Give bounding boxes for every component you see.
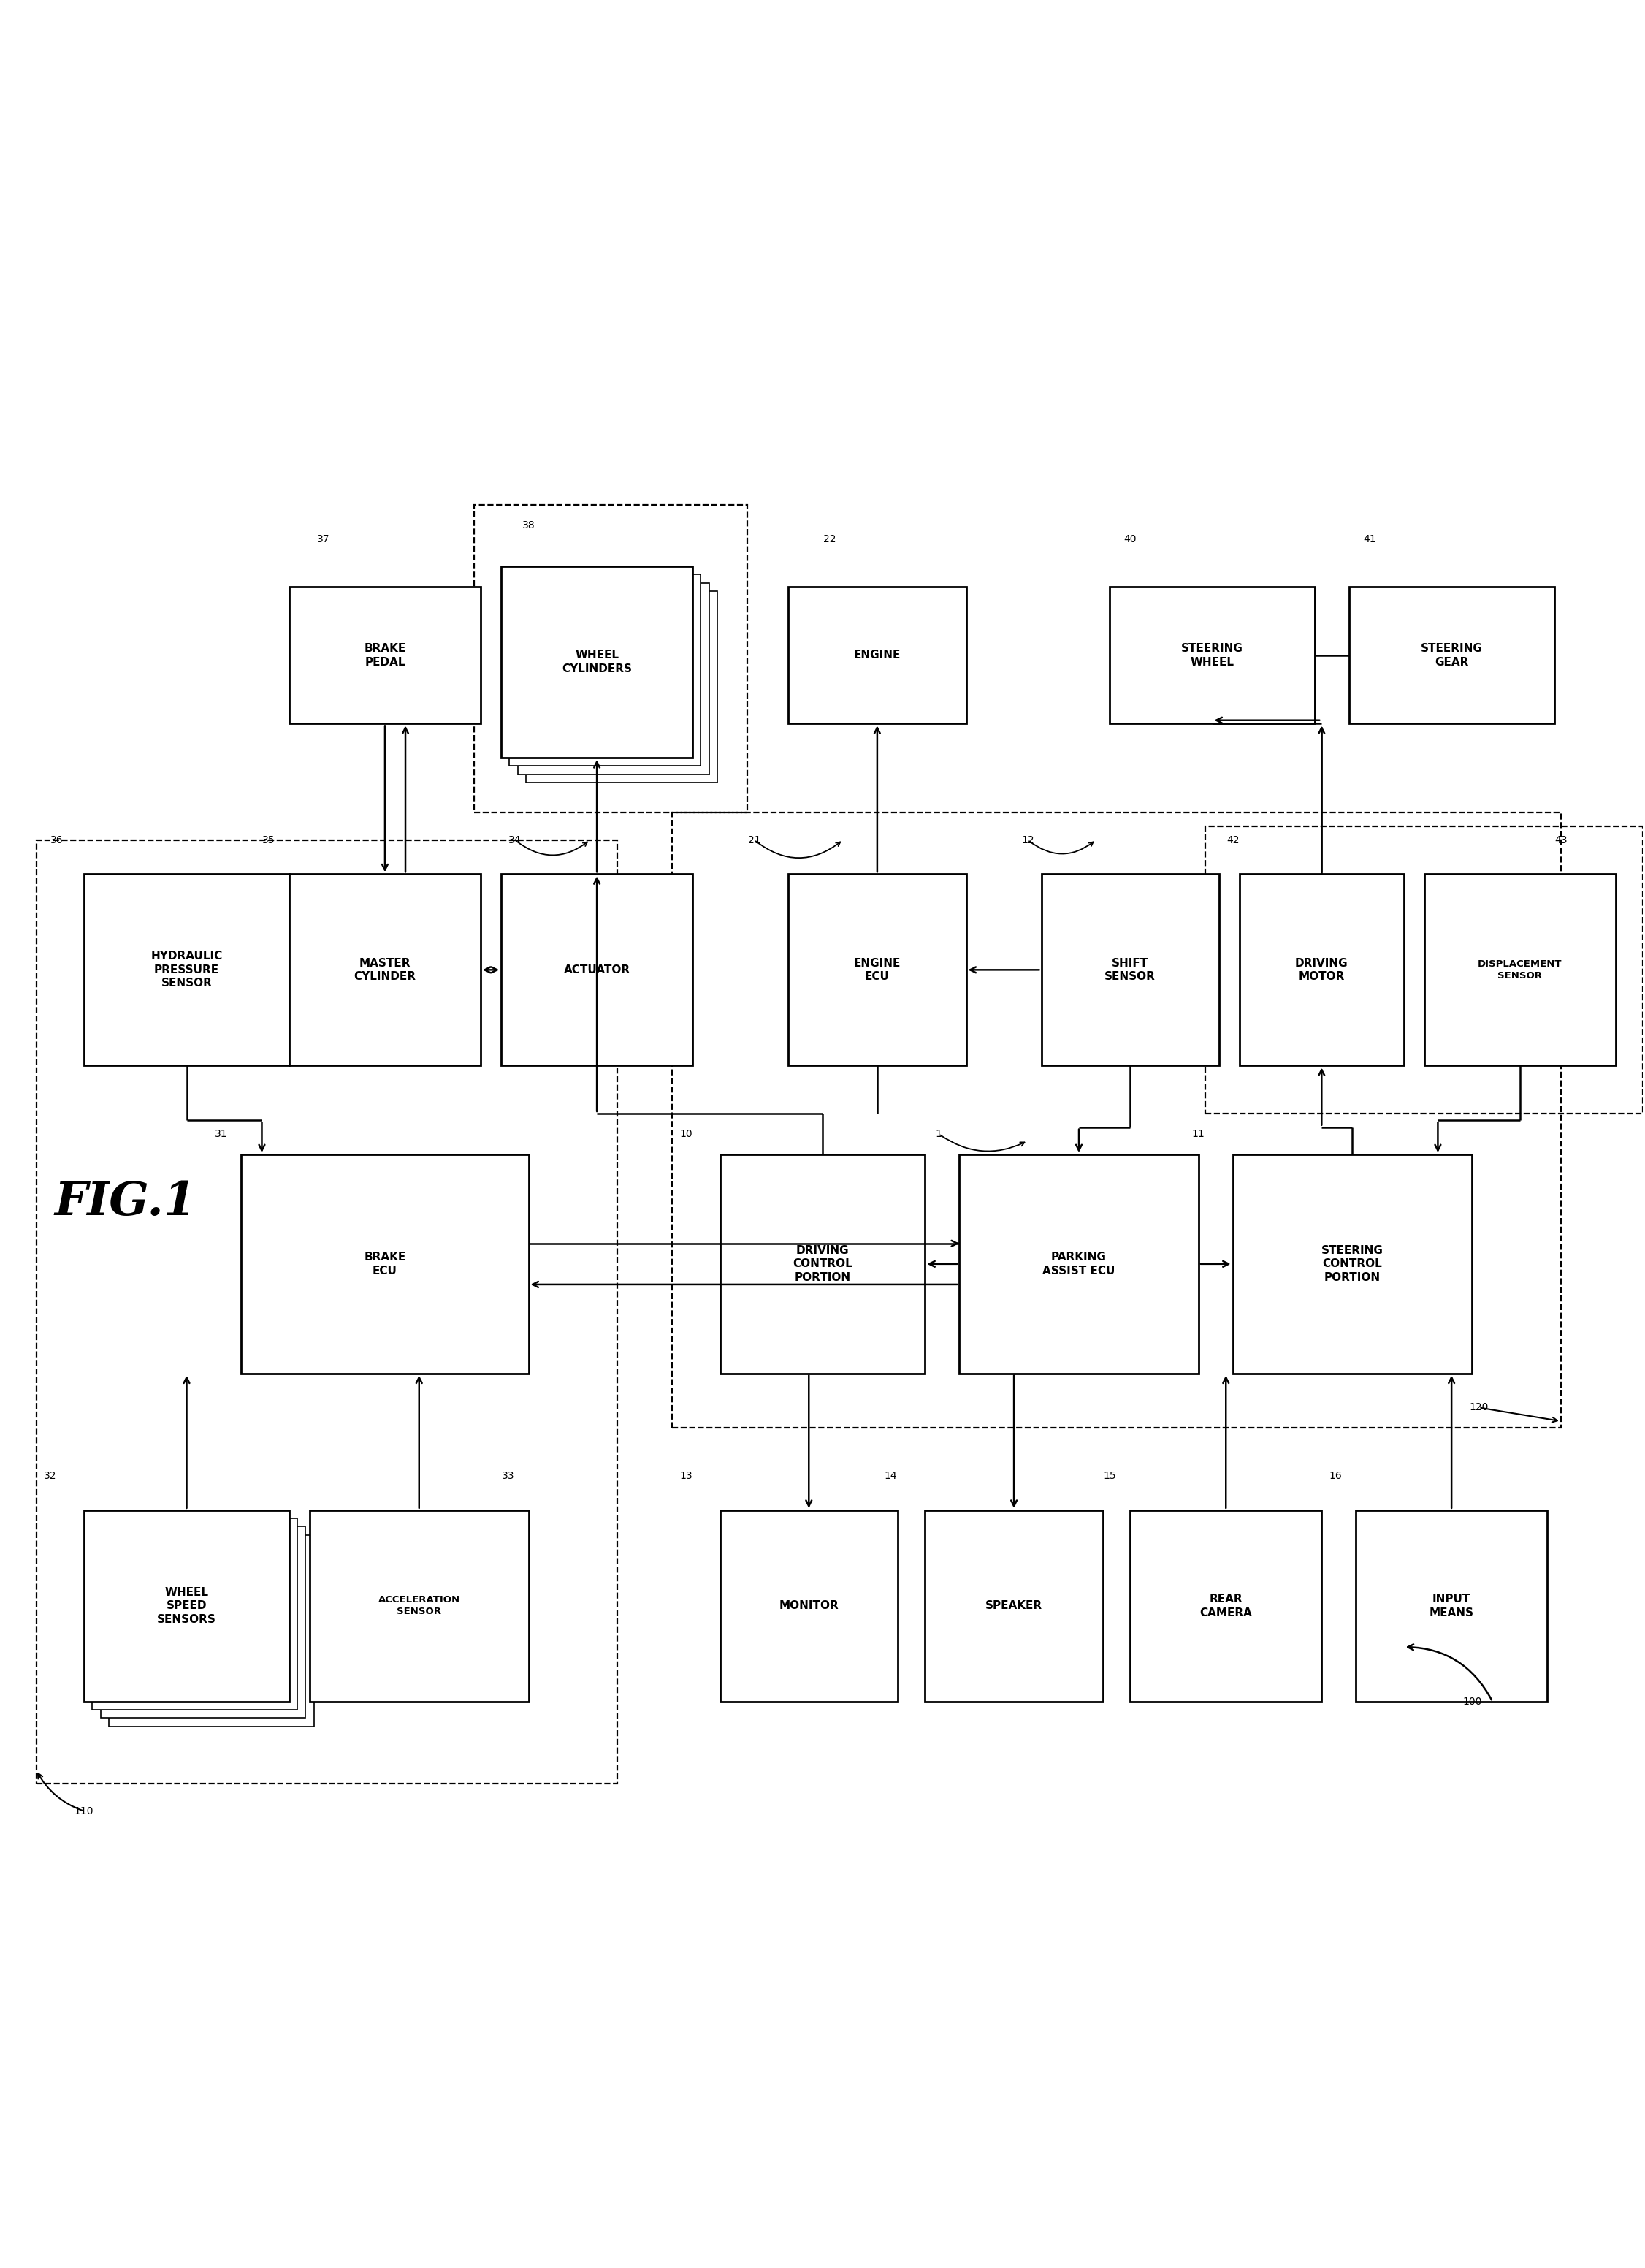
Text: 36: 36 (51, 835, 63, 846)
Bar (924, 1510, 1102, 1701)
Text: WHEEL
SPEED
SENSORS: WHEEL SPEED SENSORS (156, 1588, 215, 1624)
Text: 32: 32 (43, 1472, 56, 1481)
Text: BRAKE
ECU: BRAKE ECU (364, 1252, 406, 1277)
Text: 41: 41 (1364, 533, 1375, 544)
Bar (1041, 873, 1219, 1066)
Bar (1232, 1154, 1472, 1374)
Bar (1240, 873, 1403, 1066)
Text: PARKING
ASSIST ECU: PARKING ASSIST ECU (1043, 1252, 1115, 1277)
Text: DRIVING
MOTOR: DRIVING MOTOR (1295, 957, 1349, 982)
Bar (788, 873, 966, 1066)
Text: STEERING
WHEEL: STEERING WHEEL (1181, 644, 1244, 667)
Bar (242, 1154, 528, 1374)
Bar (92, 1517, 298, 1710)
Text: ACTUATOR: ACTUATOR (564, 964, 630, 975)
Bar (309, 1510, 528, 1701)
Text: MONITOR: MONITOR (780, 1601, 839, 1610)
Bar (290, 587, 480, 723)
Text: ACCELERATION
SENSOR: ACCELERATION SENSOR (378, 1594, 461, 1617)
Bar (1130, 1510, 1321, 1701)
Text: 21: 21 (748, 835, 760, 846)
Bar (502, 567, 693, 758)
Text: 12: 12 (1022, 835, 1035, 846)
Bar (673, 812, 1561, 1429)
Text: SPEAKER: SPEAKER (985, 1601, 1043, 1610)
Text: 14: 14 (885, 1472, 897, 1481)
Text: 43: 43 (1555, 835, 1568, 846)
Bar (100, 1526, 306, 1719)
Bar (510, 574, 701, 767)
Bar (474, 506, 747, 812)
Text: 100: 100 (1462, 1696, 1482, 1708)
Bar (1349, 587, 1555, 723)
Text: 11: 11 (1193, 1129, 1206, 1139)
Text: REAR
CAMERA: REAR CAMERA (1199, 1594, 1252, 1617)
Text: 13: 13 (679, 1472, 693, 1481)
Bar (1355, 1510, 1548, 1701)
Text: 38: 38 (521, 519, 535, 531)
Text: 1: 1 (936, 1129, 943, 1139)
Text: WHEEL
CYLINDERS: WHEEL CYLINDERS (563, 651, 632, 674)
Bar (290, 873, 480, 1066)
Bar (1110, 587, 1314, 723)
Text: 110: 110 (74, 1805, 94, 1817)
Text: BRAKE
PEDAL: BRAKE PEDAL (364, 644, 406, 667)
Text: 40: 40 (1124, 533, 1137, 544)
Bar (36, 839, 617, 1783)
Bar (721, 1510, 898, 1701)
Text: 31: 31 (214, 1129, 227, 1139)
Text: DRIVING
CONTROL
PORTION: DRIVING CONTROL PORTION (793, 1245, 852, 1284)
Bar (518, 583, 709, 773)
Text: ENGINE
ECU: ENGINE ECU (854, 957, 901, 982)
Text: 22: 22 (822, 533, 836, 544)
Text: 42: 42 (1226, 835, 1239, 846)
Text: 34: 34 (508, 835, 521, 846)
Bar (502, 873, 693, 1066)
Text: HYDRAULIC
PRESSURE
SENSOR: HYDRAULIC PRESSURE SENSOR (151, 950, 222, 989)
Text: 16: 16 (1329, 1472, 1342, 1481)
Bar (109, 1535, 314, 1726)
Text: INPUT
MEANS: INPUT MEANS (1430, 1594, 1474, 1617)
Text: 33: 33 (502, 1472, 515, 1481)
Text: ENGINE: ENGINE (854, 649, 901, 660)
Text: STEERING
CONTROL
PORTION: STEERING CONTROL PORTION (1321, 1245, 1383, 1284)
Text: SHIFT
SENSOR: SHIFT SENSOR (1105, 957, 1156, 982)
Text: 120: 120 (1469, 1402, 1489, 1413)
Text: 37: 37 (317, 533, 329, 544)
Text: DISPLACEMENT
SENSOR: DISPLACEMENT SENSOR (1477, 959, 1563, 980)
Bar (959, 1154, 1199, 1374)
Bar (526, 592, 717, 782)
Text: 10: 10 (679, 1129, 693, 1139)
Bar (1206, 826, 1643, 1114)
Bar (84, 873, 290, 1066)
Bar (84, 1510, 290, 1701)
Text: 15: 15 (1104, 1472, 1115, 1481)
Bar (721, 1154, 924, 1374)
Text: STEERING
GEAR: STEERING GEAR (1421, 644, 1482, 667)
Bar (1425, 873, 1615, 1066)
Text: MASTER
CYLINDER: MASTER CYLINDER (354, 957, 416, 982)
Text: 35: 35 (262, 835, 275, 846)
Text: FIG.1: FIG.1 (54, 1179, 196, 1225)
Bar (788, 587, 966, 723)
